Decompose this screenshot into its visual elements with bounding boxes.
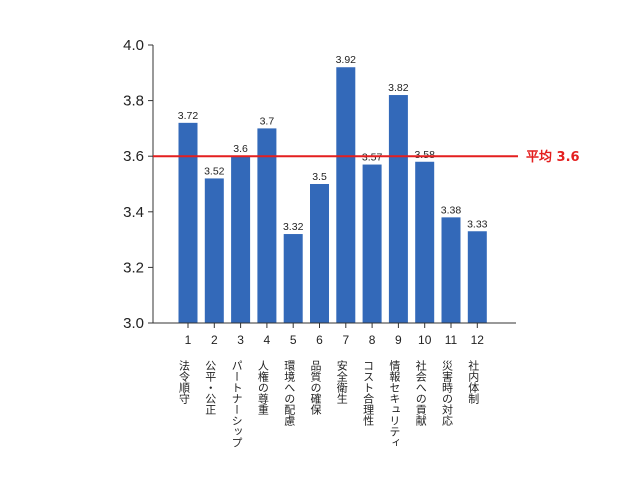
- bar-value-label: 3.82: [388, 82, 409, 94]
- bar: [310, 184, 329, 323]
- category-name: 災害時の対応: [441, 360, 454, 426]
- y-tick-label: 3.2: [123, 259, 144, 276]
- x-tick-label: 4: [264, 333, 271, 347]
- bar: [178, 122, 198, 323]
- x-tick-label: 9: [395, 333, 402, 347]
- bar: [362, 164, 382, 323]
- y-tick-label: 4.0: [123, 37, 144, 54]
- bar: [283, 234, 303, 323]
- bar-value-label: 3.58: [414, 149, 435, 161]
- category-name: 社会への貢献: [414, 359, 427, 427]
- x-tick-label: 10: [418, 333, 432, 347]
- category-name: 法令順守: [178, 359, 191, 404]
- bar: [257, 128, 277, 323]
- x-tick-label: 2: [211, 333, 218, 347]
- bar: [467, 231, 487, 323]
- x-tick-label: 8: [369, 333, 376, 347]
- x-tick-label: 1: [185, 333, 192, 347]
- x-tick-label: 5: [290, 333, 297, 347]
- x-tick-label: 6: [316, 333, 323, 347]
- y-tick-label: 3.8: [123, 93, 144, 110]
- bar: [336, 67, 356, 324]
- category-name: 品質の確保: [309, 360, 322, 416]
- bar-value-label: 3.72: [178, 110, 199, 122]
- x-tick-label: 3: [237, 333, 244, 347]
- bar-value-label: 3.32: [283, 221, 304, 233]
- category-name: 公平・公正: [204, 360, 217, 415]
- bar: [388, 95, 408, 323]
- y-tick-label: 3.4: [123, 204, 144, 221]
- value-labels: 3.72 3.52 3.6 3.7 3.32 3.5 3.92 3.57 3.82 3.58 3.3…: [178, 54, 488, 233]
- average-reference: 平均 3.6: [153, 149, 580, 165]
- category-name: 社内体制: [467, 359, 480, 404]
- bar-value-label: 3.6: [233, 143, 248, 155]
- category-name: パートナーシップ: [230, 360, 243, 448]
- category-name: 環境への配慮: [283, 360, 296, 426]
- bar: [231, 156, 251, 323]
- y-tick-label: 3.6: [123, 148, 144, 165]
- bar-value-label: 3.92: [336, 54, 357, 66]
- bar-value-label: 3.38: [441, 204, 462, 216]
- category-name: 安全衛生: [335, 359, 348, 404]
- y-tick-label: 3.0: [123, 315, 144, 332]
- bar-value-label: 3.7: [260, 115, 275, 127]
- category-name: コスト合理性: [362, 360, 375, 427]
- average-label: 平均 3.6: [526, 149, 580, 165]
- x-axis: 1 法令順守 2 公平・公正 3 パートナーシップ 4 人権の尊重 5 環境への配慮 6 品質の確保 7…: [153, 322, 516, 448]
- bar: [204, 178, 224, 323]
- bar-value-label: 3.5: [312, 171, 327, 183]
- x-tick-label: 11: [445, 333, 458, 347]
- x-tick-label: 12: [471, 333, 485, 347]
- bars: [178, 67, 487, 324]
- bar-value-label: 3.57: [362, 152, 383, 164]
- bar-value-label: 3.33: [467, 218, 488, 230]
- bar: [415, 161, 435, 323]
- category-name: 人権の尊重: [256, 360, 269, 415]
- bar-value-label: 3.52: [204, 165, 225, 177]
- category-name: 情報セキュリティ: [388, 360, 401, 448]
- y-axis: 3.0 3.2 3.4 3.6 3.8 4.0: [123, 37, 154, 332]
- x-tick-label: 7: [342, 333, 349, 347]
- bar: [441, 217, 461, 323]
